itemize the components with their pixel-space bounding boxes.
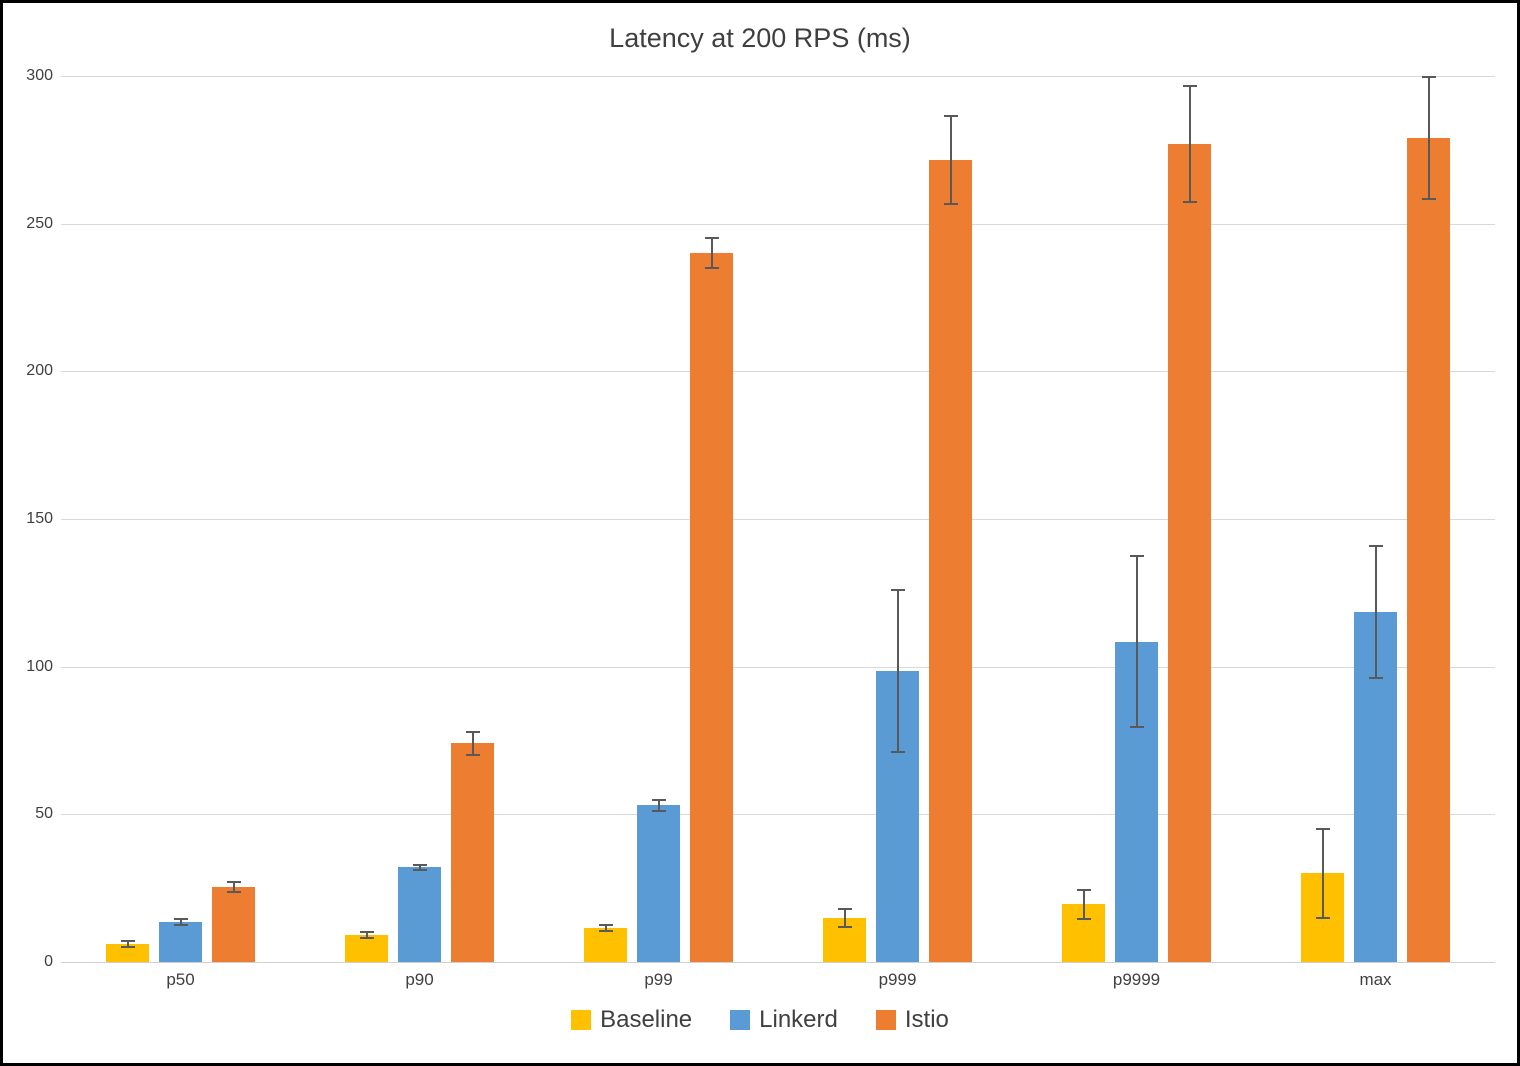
bar-baseline-p90	[345, 935, 388, 962]
error-bar-linkerd-p9999-cap-top	[1129, 554, 1144, 557]
error-bar-istio-max-cap-bottom	[1421, 197, 1436, 200]
x-category-label-p50: p50	[166, 970, 195, 989]
error-bar-istio-p99-cap-top	[704, 237, 719, 240]
error-bar-baseline-p90-cap-top	[359, 931, 374, 934]
legend-item-istio: Istio	[875, 1006, 949, 1034]
bar-istio-p50	[212, 886, 255, 962]
y-tick-label-300: 300	[26, 67, 53, 84]
error-bar-baseline-max	[1321, 829, 1324, 918]
error-bar-linkerd-p999-cap-top	[890, 588, 905, 591]
error-bar-istio-p90-cap-bottom	[465, 754, 480, 757]
error-bar-baseline-max-cap-top	[1315, 828, 1330, 831]
error-bar-linkerd-p50-cap-top	[173, 918, 188, 921]
error-bar-istio-p90	[471, 731, 474, 756]
legend-label-istio: Istio	[904, 1006, 949, 1033]
y-tick-label-0: 0	[44, 953, 53, 970]
error-bar-linkerd-p99-cap-top	[651, 798, 666, 801]
gridline-0	[61, 962, 1495, 963]
error-bar-baseline-p9999-cap-bottom	[1076, 918, 1091, 921]
error-bar-baseline-p99-cap-top	[598, 924, 613, 927]
x-category-label-p999: p999	[878, 970, 917, 989]
error-bar-istio-p99	[710, 238, 713, 268]
legend-item-baseline: Baseline	[571, 1006, 692, 1034]
bar-baseline-p50	[106, 944, 149, 962]
chart-title: Latency at 200 RPS (ms)	[609, 23, 911, 53]
error-bar-baseline-p999	[843, 908, 846, 927]
error-bar-linkerd-p50	[179, 919, 182, 926]
legend: Baseline Linkerd Istio	[3, 1006, 1517, 1034]
error-bar-baseline-max-cap-bottom	[1315, 916, 1330, 919]
error-bar-istio-p999-cap-bottom	[943, 203, 958, 206]
plot-area: 0 50 100 150 200 250 300 p50 p90 p99 p999 p9999 max	[26, 67, 1495, 989]
error-bar-linkerd-max	[1374, 545, 1377, 679]
error-bar-istio-p9999-cap-top	[1182, 85, 1197, 88]
error-bar-istio-p9999-cap-bottom	[1182, 200, 1197, 203]
gridline-300	[61, 76, 1495, 77]
error-bar-linkerd-p90	[418, 864, 421, 871]
error-bar-istio-p50	[232, 881, 235, 892]
error-bar-istio-p999-cap-top	[943, 114, 958, 117]
bar-linkerd-p90	[398, 867, 441, 962]
error-bar-baseline-p99-cap-bottom	[598, 929, 613, 932]
legend-label-baseline: Baseline	[600, 1006, 693, 1033]
bar-linkerd-p50	[159, 922, 202, 962]
error-bar-baseline-p50-cap-bottom	[120, 946, 135, 949]
error-bar-linkerd-p90-cap-top	[412, 863, 427, 866]
error-bar-istio-max-cap-top	[1421, 76, 1436, 79]
error-bar-istio-p50-cap-top	[226, 880, 241, 883]
legend-swatch-linkerd	[730, 1010, 751, 1030]
error-bar-baseline-p50	[126, 941, 129, 948]
error-bar-linkerd-p50-cap-bottom	[173, 924, 188, 927]
bar-istio-p999	[929, 160, 972, 962]
gridline-150	[61, 519, 1495, 520]
y-tick-label-50: 50	[35, 805, 53, 823]
bar-istio-p9999	[1168, 143, 1211, 962]
y-tick-label-250: 250	[26, 214, 53, 232]
bar-istio-p99	[690, 253, 733, 962]
bar-istio-p90	[451, 743, 494, 962]
error-bar-baseline-p9999-cap-top	[1076, 888, 1091, 891]
error-bar-linkerd-p9999	[1135, 555, 1138, 728]
error-bar-baseline-p9999	[1082, 889, 1085, 920]
error-bar-linkerd-max-cap-bottom	[1368, 677, 1383, 680]
gridline-50	[61, 814, 1495, 816]
error-bar-linkerd-p999	[896, 589, 899, 753]
y-tick-label-150: 150	[26, 510, 53, 527]
error-bar-linkerd-p9999-cap-bottom	[1129, 726, 1144, 729]
bar-istio-max	[1407, 138, 1450, 962]
x-category-label-p90: p90	[405, 970, 434, 989]
error-bar-istio-p90-cap-top	[465, 730, 480, 733]
error-bar-istio-p50-cap-bottom	[226, 890, 241, 893]
legend-swatch-baseline	[571, 1010, 592, 1030]
error-bar-baseline-p999-cap-bottom	[837, 925, 852, 928]
gridline-200	[61, 371, 1495, 373]
bar-linkerd-p99	[637, 805, 680, 962]
error-bar-istio-p9999	[1188, 86, 1191, 202]
error-bar-linkerd-p999-cap-bottom	[890, 751, 905, 754]
error-bar-linkerd-p99	[657, 799, 660, 812]
error-bar-linkerd-p90-cap-bottom	[412, 869, 427, 872]
y-tick-label-200: 200	[26, 362, 53, 380]
error-bar-baseline-p99	[604, 925, 607, 931]
x-category-label-p99: p99	[644, 970, 673, 989]
error-bar-linkerd-max-cap-top	[1368, 544, 1383, 547]
legend-label-linkerd: Linkerd	[759, 1006, 838, 1033]
x-category-label-p9999: p9999	[1112, 970, 1161, 989]
error-bar-baseline-p90-cap-bottom	[359, 937, 374, 940]
legend-item-linkerd: Linkerd	[730, 1006, 838, 1034]
y-tick-label-100: 100	[26, 657, 53, 675]
error-bar-linkerd-p99-cap-bottom	[651, 810, 666, 813]
error-bar-baseline-p90	[365, 932, 368, 939]
bar-baseline-p99	[584, 928, 627, 962]
x-category-label-max: max	[1359, 970, 1392, 989]
gridline-100	[61, 666, 1495, 668]
gridline-250	[61, 223, 1495, 225]
error-bar-baseline-p999-cap-top	[837, 907, 852, 910]
error-bar-istio-max	[1427, 77, 1430, 199]
legend-swatch-istio	[875, 1010, 896, 1030]
error-bar-istio-p999	[949, 115, 952, 205]
error-bar-istio-p99-cap-bottom	[704, 266, 719, 269]
error-bar-baseline-p50-cap-top	[120, 940, 135, 943]
